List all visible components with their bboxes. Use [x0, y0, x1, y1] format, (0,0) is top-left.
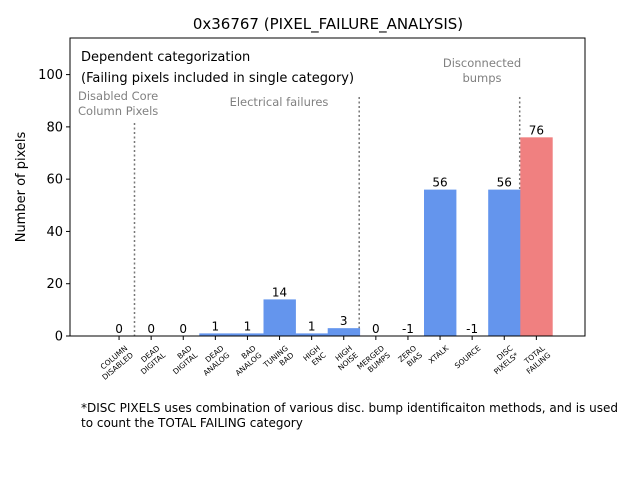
bar [424, 189, 457, 336]
x-tick-label: ZEROBIAS [396, 343, 424, 370]
x-tick-label: TOTALFAILING [519, 343, 553, 376]
y-axis-label: Number of pixels [14, 131, 29, 242]
group-label-line: Electrical failures [230, 95, 329, 109]
group-label-line: Column Pixels [78, 104, 158, 118]
bar-value-label: 56 [432, 176, 447, 190]
x-tick-label: SOURCE [453, 343, 483, 370]
bar-value-label: 76 [529, 123, 544, 137]
legend-line: (Failing pixels included in single categ… [81, 71, 354, 86]
y-axis-ticks: 0 20 40 60 80 100 [38, 68, 70, 345]
bar-value-label: 3 [340, 314, 348, 328]
bar-value-label: 56 [497, 176, 512, 190]
bar-value-label: -1 [466, 322, 478, 336]
bars [199, 137, 553, 336]
group-label: Electrical failures [230, 95, 329, 109]
bar-value-label: 0 [115, 322, 123, 336]
plot-frame [69, 37, 586, 337]
bar [488, 189, 521, 336]
value-labels: 0 0 0 1 1 14 1 3 0 -1 56 -1 56 76 [115, 123, 544, 336]
x-tick-label: BADDIGITAL [165, 343, 200, 376]
y-tick-label: 60 [46, 173, 63, 188]
bar [295, 333, 328, 336]
group-label: Disconnected bumps [443, 56, 521, 85]
x-tick-label: XTALK [427, 343, 451, 366]
group-label-line: Disconnected [443, 56, 521, 70]
bar-value-label: 1 [308, 319, 316, 333]
bar [327, 328, 361, 336]
group-separators [133, 97, 521, 336]
bar [520, 137, 553, 336]
x-tick-label: DEADDIGITAL [133, 343, 168, 376]
legend-line: Dependent categorization [81, 50, 250, 65]
group-label-line: Disabled Core [78, 89, 158, 103]
y-tick-label: 100 [38, 68, 63, 83]
x-tick-label: TUNINGBAD [261, 344, 296, 377]
group-label: Disabled Core Column Pixels [78, 89, 158, 118]
bar-value-label: -1 [402, 322, 414, 336]
bar-value-label: 0 [372, 322, 380, 336]
bar-value-label: 0 [147, 322, 155, 336]
x-tick-label-line: XTALK [427, 343, 451, 366]
bar-value-label: 14 [272, 285, 287, 299]
footnote: *DISC PIXELS uses combination of various… [81, 401, 618, 430]
x-tick-label: DISCPIXELS* [486, 343, 520, 376]
y-tick-label: 40 [46, 225, 63, 240]
bar [263, 299, 296, 336]
group-label-line: bumps [462, 71, 501, 85]
x-tick-label: HIGHENC [301, 344, 327, 370]
bar-value-label: 0 [179, 322, 187, 336]
x-tick-label: HIGHNOISE [330, 343, 360, 372]
chart-title: 0x36767 (PIXEL_FAILURE_ANALYSIS) [193, 15, 463, 34]
x-tick-label-line: SOURCE [453, 343, 483, 370]
x-tick-label: BADANALOG [228, 344, 264, 378]
group-labels: Disabled Core Column Pixels Electrical fai… [78, 56, 521, 118]
x-axis-ticks: COLUMNDISABLED DEADDIGITAL BADDIGITAL DEADA… [95, 336, 553, 382]
bar-value-label: 1 [212, 319, 220, 333]
y-tick-label: 0 [55, 330, 63, 345]
x-tick-label: MERGEDBUMPS [355, 343, 392, 378]
y-tick-label: 80 [46, 120, 63, 135]
x-tick-label: COLUMNDISABLED [95, 343, 136, 381]
x-tick-label: DEADANALOG [196, 343, 232, 377]
legend-text: Dependent categorization (Failing pixels … [81, 50, 354, 86]
y-tick-label: 20 [46, 277, 63, 292]
bar-value-label: 1 [244, 319, 252, 333]
bar [231, 333, 264, 336]
bar [199, 333, 232, 336]
